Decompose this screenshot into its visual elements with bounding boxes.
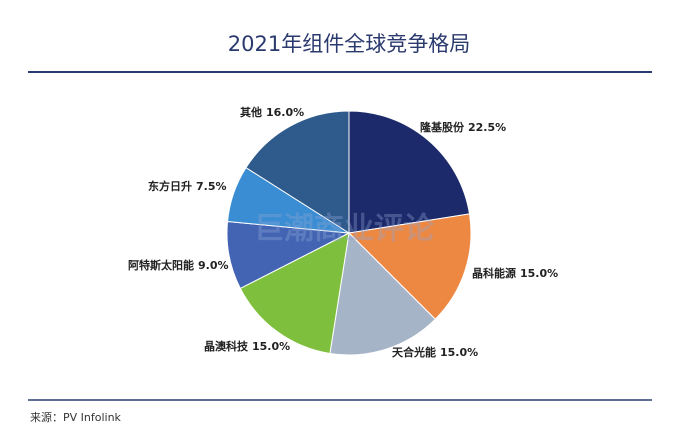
slice-name: 天合光能	[392, 345, 436, 359]
slice-label: 天合光能 15.0%	[392, 345, 478, 359]
slice-label: 晶科能源 15.0%	[472, 266, 558, 280]
slice-value: 16.0%	[266, 106, 304, 119]
slice-label: 晶澳科技 15.0%	[204, 339, 290, 353]
slice-label: 其他 16.0%	[240, 105, 304, 119]
slice-value: 7.5%	[196, 180, 227, 193]
slice-value: 15.0%	[252, 340, 290, 353]
slice-value: 22.5%	[468, 121, 506, 134]
pie	[226, 110, 472, 356]
slice-value: 15.0%	[440, 346, 478, 359]
slice-name: 晶澳科技	[204, 339, 249, 353]
pie-slice	[348, 110, 471, 234]
source-note: 来源：PV Infolink	[30, 410, 122, 424]
slice-label: 东方日升 7.5%	[148, 179, 227, 193]
slice-value: 15.0%	[520, 267, 558, 280]
pie-slice	[245, 110, 350, 234]
watermark: 巨潮商业评论	[254, 212, 435, 247]
slice-value: 9.0%	[198, 259, 229, 272]
slice-name: 东方日升	[148, 179, 192, 193]
slice-name: 隆基股份	[420, 120, 465, 134]
pie-slice	[329, 231, 436, 356]
pie-slice	[239, 232, 350, 355]
slice-label: 隆基股份 22.5%	[420, 120, 506, 134]
slice-label: 阿特斯太阳能 9.0%	[128, 258, 229, 272]
slice-name: 晶科能源	[472, 266, 516, 280]
slice-name: 阿特斯太阳能	[128, 258, 194, 272]
pie-slice	[347, 213, 472, 320]
slice-name: 其他	[240, 105, 262, 119]
chart-title: 2021年组件全球竞争格局	[228, 32, 470, 56]
